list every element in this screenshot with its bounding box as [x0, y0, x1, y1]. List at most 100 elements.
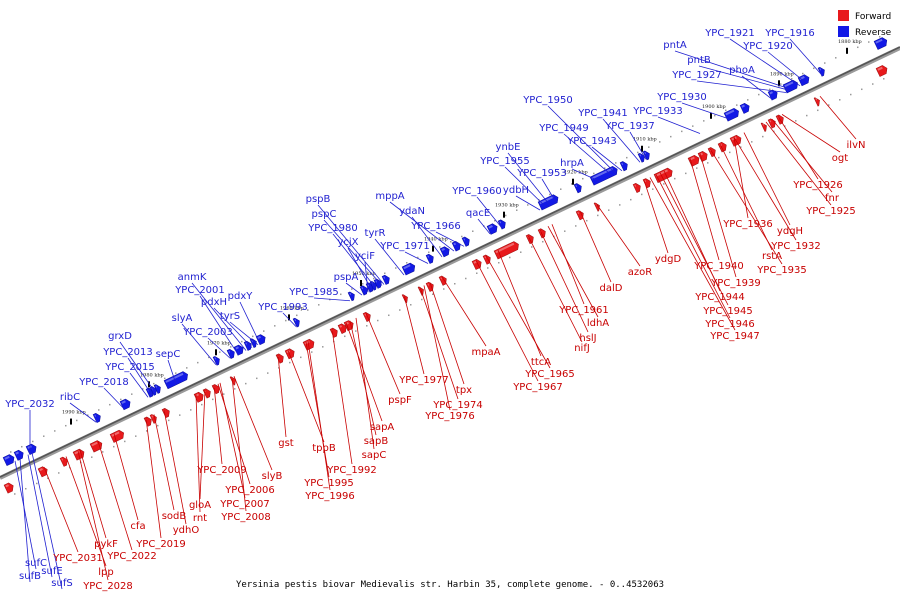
- gene-label-ypc-1980[interactable]: YPC_1980: [307, 223, 358, 234]
- forward-gene[interactable]: [760, 122, 768, 132]
- gene-label-fnr[interactable]: fnr: [825, 193, 840, 204]
- gene-label-ypc-1920[interactable]: YPC_1920: [742, 41, 793, 52]
- gene-label-hrpa[interactable]: hrpA: [560, 158, 584, 169]
- reverse-gene[interactable]: [401, 262, 417, 276]
- gene-label-ypc-1949[interactable]: YPC_1949: [538, 123, 589, 134]
- gene-label-ypc-1995[interactable]: YPC_1995: [303, 478, 354, 489]
- gene-label-ypc-2018[interactable]: YPC_2018: [78, 377, 129, 388]
- gene-label-ydho[interactable]: ydhO: [173, 525, 200, 536]
- reverse-gene[interactable]: [817, 66, 826, 77]
- gene-label-ypc-1945[interactable]: YPC_1945: [702, 306, 753, 317]
- reverse-gene[interactable]: [537, 193, 560, 211]
- gene-label-rnt[interactable]: rnt: [193, 513, 207, 524]
- reverse-gene[interactable]: [573, 182, 583, 194]
- gene-label-ycif[interactable]: yciF: [355, 251, 375, 262]
- gene-label-ypc-1971[interactable]: YPC_1971: [379, 241, 430, 252]
- gene-label-sufb[interactable]: sufB: [19, 571, 41, 582]
- gene-label-ypc-1939[interactable]: YPC_1939: [710, 278, 761, 289]
- reverse-gene[interactable]: [873, 36, 889, 50]
- gene-label-ypc-1944[interactable]: YPC_1944: [694, 292, 745, 303]
- gene-label-pdxh[interactable]: pdxH: [201, 297, 227, 308]
- gene-label-grxd[interactable]: grxD: [108, 331, 132, 342]
- gene-label-ydbh[interactable]: ydbH: [503, 185, 529, 196]
- reverse-gene[interactable]: [439, 245, 451, 258]
- forward-gene[interactable]: [161, 407, 171, 419]
- forward-gene[interactable]: [337, 322, 348, 334]
- gene-label-sufs[interactable]: sufS: [51, 578, 72, 589]
- gene-label-pspc[interactable]: pspC: [312, 209, 337, 220]
- forward-gene[interactable]: [59, 456, 69, 467]
- gene-label-ypc-1930[interactable]: YPC_1930: [656, 92, 707, 103]
- gene-label-ynbe[interactable]: ynbE: [496, 142, 521, 153]
- gene-label-sodb[interactable]: sodB: [162, 511, 187, 522]
- reverse-gene[interactable]: [359, 284, 369, 296]
- gene-label-ypc-1953[interactable]: YPC_1953: [516, 168, 567, 179]
- forward-gene[interactable]: [697, 150, 709, 162]
- gene-label-ypc-1961[interactable]: YPC_1961: [558, 305, 609, 316]
- gene-label-ydan[interactable]: ydaN: [399, 206, 425, 217]
- gene-label-mppa[interactable]: mppA: [375, 191, 404, 202]
- gene-label-qace[interactable]: qacE: [466, 208, 490, 219]
- gene-label-ypc-1935[interactable]: YPC_1935: [756, 265, 807, 276]
- reverse-gene[interactable]: [381, 274, 391, 285]
- reverse-gene[interactable]: [347, 291, 356, 302]
- gene-label-ypc-1965[interactable]: YPC_1965: [524, 369, 575, 380]
- reverse-gene[interactable]: [723, 107, 741, 122]
- gene-label-ypc-1927[interactable]: YPC_1927: [671, 70, 722, 81]
- gene-label-sufc[interactable]: sufC: [25, 558, 47, 569]
- gene-label-pspf[interactable]: pspF: [388, 395, 412, 406]
- gene-label-ydgd[interactable]: ydgD: [655, 254, 682, 265]
- gene-label-hslj[interactable]: hslJ: [579, 333, 596, 344]
- gene-label-pspb[interactable]: pspB: [306, 194, 331, 205]
- gene-label-ypc-1937[interactable]: YPC_1937: [604, 121, 655, 132]
- gene-label-ilvn[interactable]: ilvN: [847, 140, 866, 151]
- gene-label-ypc-1966[interactable]: YPC_1966: [410, 221, 461, 232]
- gene-label-ycjx[interactable]: ycjX: [337, 237, 358, 248]
- forward-gene[interactable]: [482, 254, 492, 265]
- gene-label-sapb[interactable]: sapB: [364, 436, 389, 447]
- reverse-gene[interactable]: [797, 73, 811, 87]
- forward-gene[interactable]: [438, 275, 448, 286]
- gene-label-dald[interactable]: dalD: [600, 283, 623, 294]
- gene-label-anmk[interactable]: anmK: [178, 272, 207, 283]
- forward-gene[interactable]: [329, 327, 339, 338]
- gene-label-slyb[interactable]: slyB: [262, 471, 283, 482]
- reverse-gene[interactable]: [153, 383, 162, 394]
- gene-label-sepc[interactable]: sepC: [156, 349, 181, 360]
- forward-gene[interactable]: [425, 281, 435, 292]
- gene-label-ypc-1967[interactable]: YPC_1967: [512, 382, 563, 393]
- gene-label-ypc-1996[interactable]: YPC_1996: [304, 491, 355, 502]
- gene-label-ypc-1936[interactable]: YPC_1936: [722, 219, 773, 230]
- reverse-gene[interactable]: [226, 348, 236, 359]
- gene-label-pykf[interactable]: pykF: [94, 539, 118, 550]
- forward-gene[interactable]: [575, 209, 585, 221]
- reverse-gene[interactable]: [233, 344, 245, 356]
- gene-label-ypc-2006[interactable]: YPC_2006: [224, 485, 275, 496]
- gene-label-rsta[interactable]: rstA: [762, 251, 782, 262]
- gene-label-ypc-1985[interactable]: YPC_1985: [288, 287, 339, 298]
- gene-label-ypc-1992[interactable]: YPC_1992: [326, 465, 377, 476]
- gene-label-ydgh[interactable]: ydgH: [777, 226, 803, 237]
- gene-label-nifj[interactable]: nifJ: [574, 343, 590, 354]
- gene-label-sapc[interactable]: sapC: [362, 450, 387, 461]
- forward-gene[interactable]: [687, 154, 701, 167]
- gene-label-gst[interactable]: gst: [278, 438, 294, 449]
- gene-label-ypc-1947[interactable]: YPC_1947: [709, 331, 760, 342]
- reverse-gene[interactable]: [619, 160, 629, 172]
- forward-gene[interactable]: [707, 146, 717, 158]
- reverse-gene[interactable]: [212, 355, 221, 366]
- gene-label-ypc-1950[interactable]: YPC_1950: [522, 95, 573, 106]
- gene-label-ribc[interactable]: ribC: [60, 392, 80, 403]
- gene-label-ypc-1940[interactable]: YPC_1940: [693, 261, 744, 272]
- gene-label-tyrr[interactable]: tyrR: [365, 228, 386, 239]
- gene-label-tpx[interactable]: tpx: [456, 385, 472, 396]
- forward-gene[interactable]: [149, 413, 158, 424]
- forward-gene[interactable]: [109, 429, 126, 443]
- gene-label-ypc-2028[interactable]: YPC_2028: [82, 581, 133, 592]
- gene-label-pdxy[interactable]: pdxY: [228, 291, 254, 302]
- gene-label-phoa[interactable]: phoA: [729, 65, 755, 76]
- gene-label-sapa[interactable]: sapA: [370, 422, 395, 433]
- gene-label-ypc-1941[interactable]: YPC_1941: [577, 108, 628, 119]
- reverse-gene[interactable]: [425, 253, 435, 264]
- gene-label-ypc-1946[interactable]: YPC_1946: [704, 319, 755, 330]
